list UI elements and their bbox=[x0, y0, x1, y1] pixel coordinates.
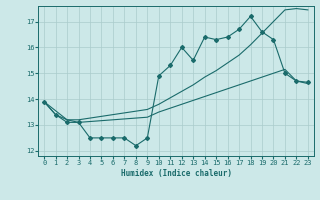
X-axis label: Humidex (Indice chaleur): Humidex (Indice chaleur) bbox=[121, 169, 231, 178]
